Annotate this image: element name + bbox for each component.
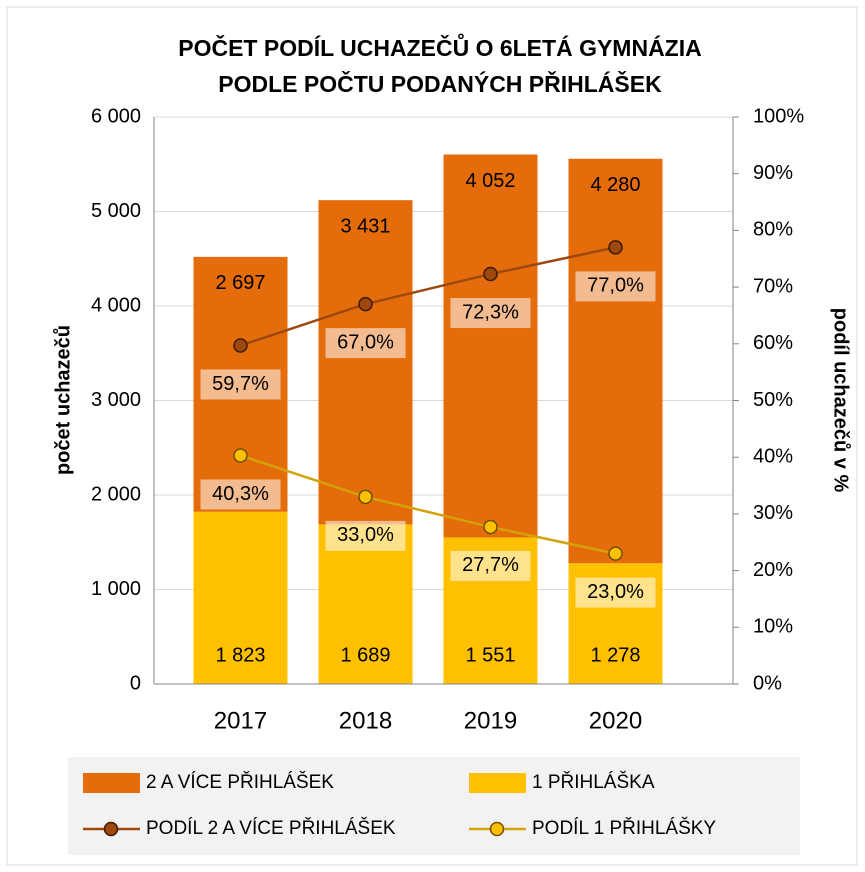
bar xyxy=(318,524,413,684)
y2-tick-label: 0% xyxy=(753,672,782,694)
data-label: 33,0% xyxy=(337,524,394,546)
legend-marker xyxy=(103,821,119,837)
y-tick-label: 3 000 xyxy=(91,389,141,411)
data-label: 72,3% xyxy=(462,301,519,323)
data-label-box xyxy=(200,369,281,400)
line-marker xyxy=(608,546,623,561)
line xyxy=(240,246,616,347)
y2-tick-label: 60% xyxy=(753,332,793,354)
y2-tick-label: 70% xyxy=(753,275,793,297)
line-marker xyxy=(358,489,373,505)
legend-label: 2 A VÍCE PŘIHLÁŠEK xyxy=(146,771,334,793)
line xyxy=(240,454,616,555)
bar xyxy=(193,511,288,684)
data-label: 27,7% xyxy=(462,554,519,576)
x-tick-label: 2018 xyxy=(339,707,392,734)
data-label: 3 431 xyxy=(340,215,390,237)
y2-tick-label: 30% xyxy=(753,502,793,524)
line-marker xyxy=(483,519,498,535)
data-label: 4 280 xyxy=(590,174,640,196)
line-marker xyxy=(358,296,373,312)
x-tick-label: 2019 xyxy=(464,707,517,734)
data-label-box xyxy=(575,271,656,302)
y2-tick-label: 100% xyxy=(753,105,804,127)
y-tick-label: 1 000 xyxy=(91,578,141,600)
data-label: 1 689 xyxy=(340,644,390,666)
y-tick-label: 0 xyxy=(130,672,141,694)
chart-title: PODLE POČTU PODANÝCH PŘIHLÁŠEK xyxy=(218,70,662,97)
data-label: 4 052 xyxy=(465,170,515,192)
y-tick-label: 6 000 xyxy=(91,105,141,127)
legend-marker xyxy=(489,821,505,837)
y-tick-label: 4 000 xyxy=(91,294,141,316)
legend-swatch xyxy=(469,773,526,793)
data-label-box xyxy=(200,479,281,510)
line-marker xyxy=(233,448,248,463)
data-label-box xyxy=(450,550,531,581)
y2-tick-label: 40% xyxy=(753,445,793,467)
y2-tick-label: 10% xyxy=(753,616,793,638)
data-label: 40,3% xyxy=(212,483,269,505)
y2-tick-label: 20% xyxy=(753,559,793,581)
legend-swatch xyxy=(83,773,140,793)
x-tick-label: 2017 xyxy=(214,707,267,734)
line-marker xyxy=(483,266,498,282)
data-label: 2 697 xyxy=(215,272,265,294)
bar xyxy=(568,158,663,564)
data-label-box xyxy=(575,577,656,608)
data-label: 1 823 xyxy=(215,644,265,666)
data-label: 23,0% xyxy=(587,581,644,603)
chart-title: POČET PODÍL UCHAZEČŮ O 6LETÁ GYMNÁZIA xyxy=(178,32,702,61)
data-label-box xyxy=(325,328,406,359)
data-label: 59,7% xyxy=(212,373,269,395)
bar xyxy=(318,200,413,525)
data-label-box xyxy=(450,298,531,329)
y2-tick-label: 90% xyxy=(753,162,793,184)
y2-tick-label: 80% xyxy=(753,219,793,241)
legend-label: PODÍL 2 A VÍCE PŘIHLÁŠEK xyxy=(146,817,396,839)
bar xyxy=(443,154,538,538)
data-label: 1 278 xyxy=(590,644,640,666)
legend-label: PODÍL 1 PŘIHLÁŠKY xyxy=(532,817,716,839)
data-label: 1 551 xyxy=(465,644,515,666)
data-label: 67,0% xyxy=(337,331,394,353)
line-marker xyxy=(233,338,248,353)
legend-label: 1 PŘIHLÁŠKA xyxy=(532,771,655,793)
data-label: 77,0% xyxy=(587,275,644,297)
y-axis-label: počet uchazečů xyxy=(52,325,74,475)
y2-tick-label: 50% xyxy=(753,389,793,411)
line-marker xyxy=(608,240,623,255)
chart-frame xyxy=(6,6,858,866)
legend xyxy=(68,757,800,855)
y2-axis-label: podíl uchazečů v % xyxy=(830,308,852,493)
y-tick-label: 2 000 xyxy=(91,483,141,505)
x-tick-label: 2020 xyxy=(589,707,642,734)
y-tick-label: 5 000 xyxy=(91,200,141,222)
data-label-box xyxy=(325,520,406,551)
